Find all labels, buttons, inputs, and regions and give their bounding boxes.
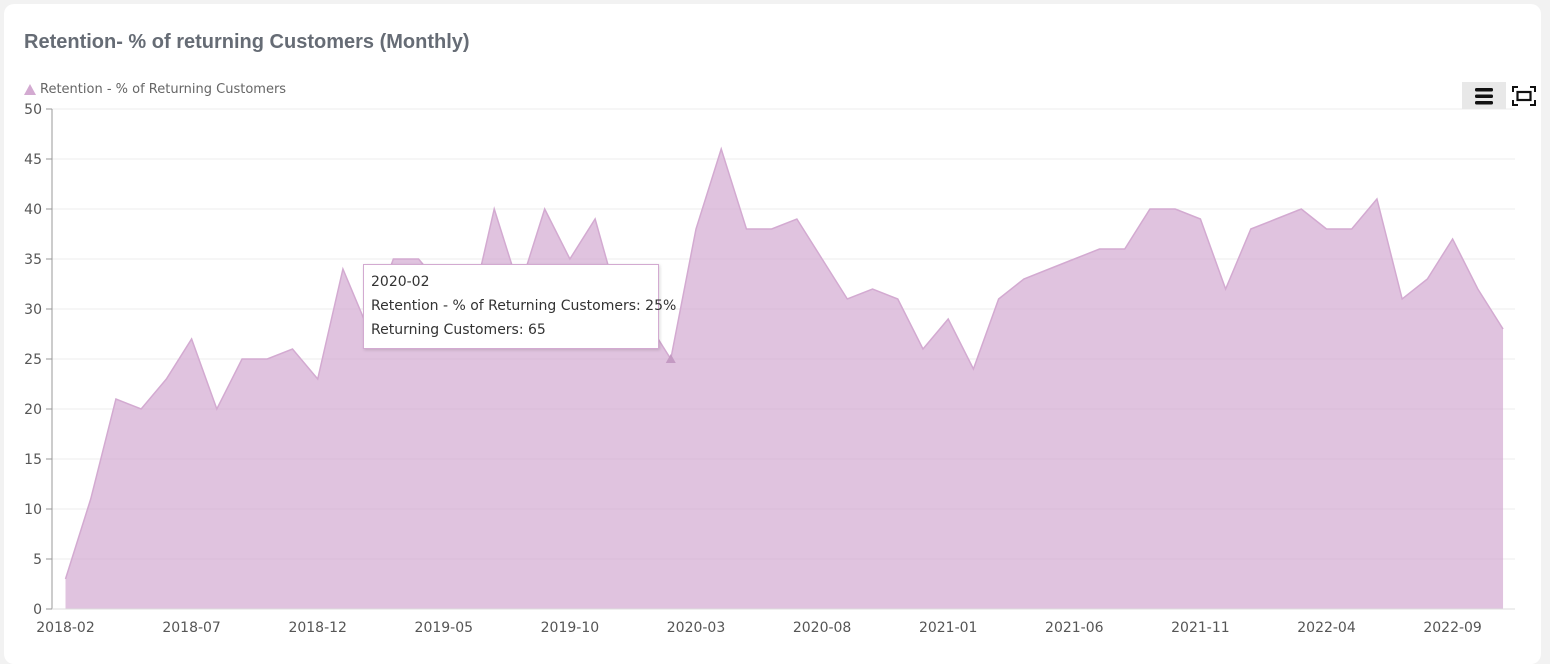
y-tick-label: 15 [24, 452, 42, 468]
y-tick-label: 35 [24, 252, 42, 268]
hover-point-marker[interactable] [665, 354, 676, 363]
x-tick-label: 2022-04 [1297, 620, 1356, 636]
hamburger-menu-icon [1475, 87, 1493, 104]
tooltip-line-retention: Retention - % of Returning Customers: 25… [371, 298, 677, 314]
x-tick-label: 2019-05 [415, 620, 474, 636]
chart-title: Retention- % of returning Customers (Mon… [24, 31, 470, 53]
x-tick-label: 2018-02 [36, 620, 95, 636]
x-tick-label: 2020-08 [793, 620, 852, 636]
tooltip-x-label: 2020-02 [371, 274, 430, 290]
series-area-fill [65, 149, 1504, 609]
legend-label: Retention - % of Returning Customers [40, 82, 287, 97]
series-line [64, 146, 1504, 580]
y-tick-label: 45 [24, 152, 42, 168]
tooltip-line-customers: Returning Customers: 65 [371, 322, 546, 338]
y-tick-label: 0 [33, 602, 42, 618]
x-tick-label: 2018-07 [162, 620, 221, 636]
y-tick-label: 5 [33, 552, 42, 568]
y-tick-label: 50 [24, 102, 42, 118]
y-axis: 0 5 10 15 20 25 30 35 40 45 50 [24, 102, 53, 618]
x-tick-label: 2020-03 [667, 620, 726, 636]
y-tick-label: 30 [24, 302, 42, 318]
chart-toolbar [1462, 82, 1542, 109]
y-tick-label: 25 [24, 352, 42, 368]
x-tick-label: 2021-01 [919, 620, 978, 636]
x-tick-label: 2021-11 [1171, 620, 1230, 636]
x-tick-label: 2021-06 [1045, 620, 1104, 636]
fullscreen-icon [1512, 85, 1536, 106]
y-tick-label: 20 [24, 402, 42, 418]
x-axis: 2018-02 2018-07 2018-12 2019-05 2019-10 2020-… [36, 608, 1515, 636]
menu-button[interactable] [1462, 82, 1506, 109]
series-area [64, 146, 1504, 609]
x-tick-label: 2022-09 [1423, 620, 1482, 636]
tooltip: 2020-02 Retention - % of Returning Custo… [363, 264, 676, 349]
legend-item[interactable]: Retention - % of Returning Customers [24, 82, 286, 97]
x-tick-label: 2018-12 [288, 620, 347, 636]
x-tick-label: 2019-10 [541, 620, 600, 636]
fullscreen-button[interactable] [1506, 82, 1542, 109]
y-tick-label: 40 [24, 202, 42, 218]
triangle-marker-icon [24, 84, 36, 95]
y-tick-label: 10 [24, 502, 42, 518]
